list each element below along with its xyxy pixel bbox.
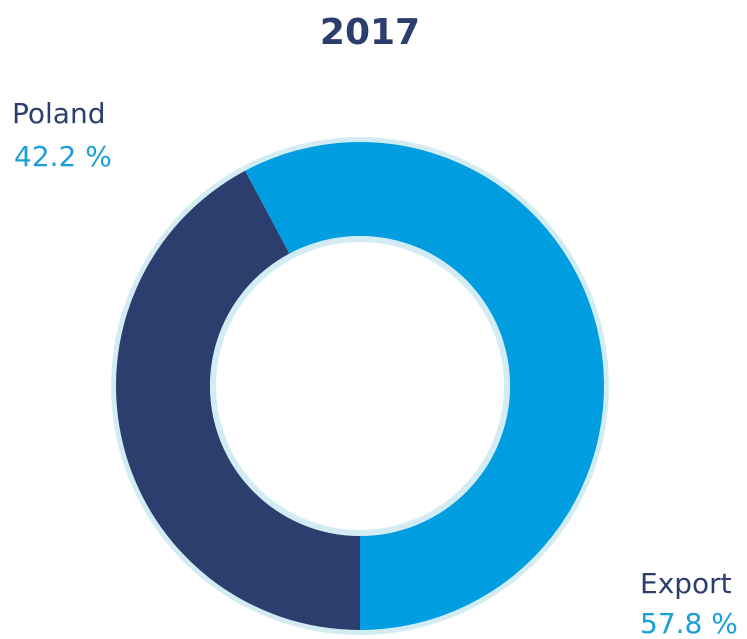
- donut-slice: [245, 142, 604, 630]
- value-label: 42.2 %: [14, 140, 112, 173]
- value-label: 57.8 %: [640, 607, 738, 639]
- donut: [111, 137, 609, 635]
- category-label: Poland: [12, 97, 105, 130]
- donut-slice: [116, 170, 361, 630]
- category-label: Export: [640, 567, 732, 600]
- chart-title: 2017: [320, 12, 420, 53]
- donut-hole: [216, 242, 504, 530]
